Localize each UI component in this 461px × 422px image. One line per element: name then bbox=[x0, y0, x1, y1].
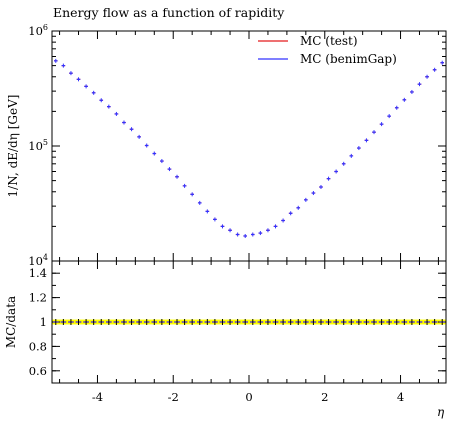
ratio-y-tick-label: 1.4 bbox=[29, 266, 47, 280]
x-tick-label: -4 bbox=[92, 390, 103, 404]
main-y-tick-labels: 104 105 106 bbox=[28, 23, 48, 268]
y-tick-label: 105 bbox=[28, 138, 48, 153]
y-tick-label: 106 bbox=[28, 23, 48, 38]
main-y-axis-label: 1/N, dE/dη [GeV] bbox=[6, 95, 20, 198]
ratio-minor-ticks bbox=[52, 260, 446, 384]
main-minor-ticks bbox=[52, 31, 446, 261]
x-axis-label: η bbox=[437, 405, 445, 419]
legend: MC (test) MC (benimGap) bbox=[258, 34, 397, 66]
ratio-y-tick-label: 1 bbox=[40, 315, 47, 329]
ratio-uncertainty-band bbox=[52, 319, 446, 325]
ratio-series-group bbox=[53, 319, 445, 325]
x-tick-label: 0 bbox=[245, 390, 252, 404]
x-tick-label: 2 bbox=[321, 390, 328, 404]
y-tick-label: 104 bbox=[28, 253, 48, 268]
legend-label-benimgap: MC (benimGap) bbox=[300, 52, 397, 66]
chart-title: Energy flow as a function of rapidity bbox=[53, 5, 285, 20]
ratio-y-tick-label: 1.2 bbox=[29, 291, 47, 305]
legend-label-test: MC (test) bbox=[300, 34, 358, 48]
ratio-y-tick-labels: 0.6 0.8 1 1.2 1.4 bbox=[29, 266, 47, 378]
ratio-y-tick-label: 0.8 bbox=[29, 339, 47, 353]
ratio-x-tick-labels: -4 -2 0 2 4 bbox=[92, 390, 404, 404]
x-tick-label: -2 bbox=[168, 390, 179, 404]
main-series-group bbox=[54, 58, 444, 238]
x-tick-label: 4 bbox=[397, 390, 404, 404]
ratio-y-axis-label: MC/data bbox=[4, 296, 18, 348]
ratio-y-tick-label: 0.6 bbox=[29, 364, 47, 378]
